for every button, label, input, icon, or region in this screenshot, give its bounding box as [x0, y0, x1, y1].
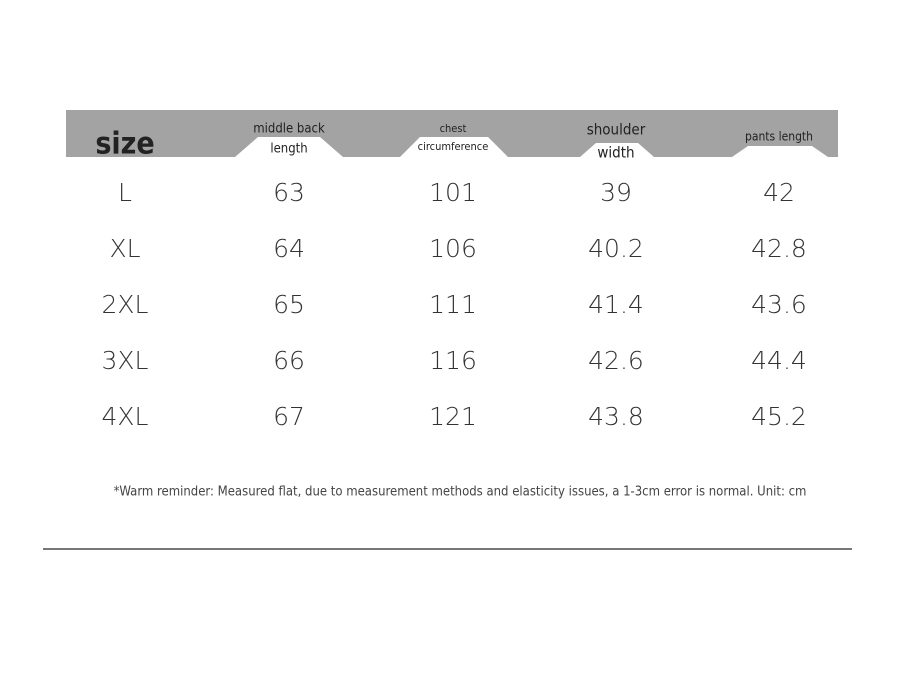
table-cell: 45.2 [751, 402, 807, 431]
table-cell: 66 [273, 346, 305, 375]
table-cell: 42.8 [751, 234, 807, 263]
table-cell: 121 [429, 402, 477, 431]
table-cell: 111 [429, 290, 477, 319]
table-cell: 4XL [102, 402, 149, 431]
header-label: circumference [418, 140, 489, 153]
table-cell: 42.6 [588, 346, 644, 375]
table-cell: 39 [600, 178, 632, 207]
table-cell: 65 [273, 290, 305, 319]
header-label: shoulder [587, 121, 646, 139]
table-cell: 3XL [102, 346, 149, 375]
table-cell: XL [109, 234, 140, 263]
header-label: pants length [745, 130, 813, 144]
table-cell: 67 [273, 402, 305, 431]
table-cell: 42 [763, 178, 795, 207]
table-cell: 43.8 [588, 402, 644, 431]
table-cell: 40.2 [588, 234, 644, 263]
note: *Warm reminder: Measured flat, due to me… [114, 485, 807, 500]
header-label: chest [440, 122, 467, 135]
table-cell: 101 [429, 178, 477, 207]
table-cell: 64 [273, 234, 305, 263]
header-label: size [95, 127, 154, 162]
table-cell: 2XL [102, 290, 149, 319]
table-cell: 41.4 [588, 290, 644, 319]
table-cell: 43.6 [751, 290, 807, 319]
header-label: length [270, 142, 307, 157]
table-cell: 63 [273, 178, 305, 207]
header-label: width [597, 144, 634, 162]
table-cell: 106 [429, 234, 477, 263]
table-cell: 44.4 [751, 346, 807, 375]
header-tabs [235, 137, 828, 157]
header-label: middle back [253, 122, 325, 137]
table-cell: 116 [429, 346, 477, 375]
table-cell: L [118, 178, 132, 207]
